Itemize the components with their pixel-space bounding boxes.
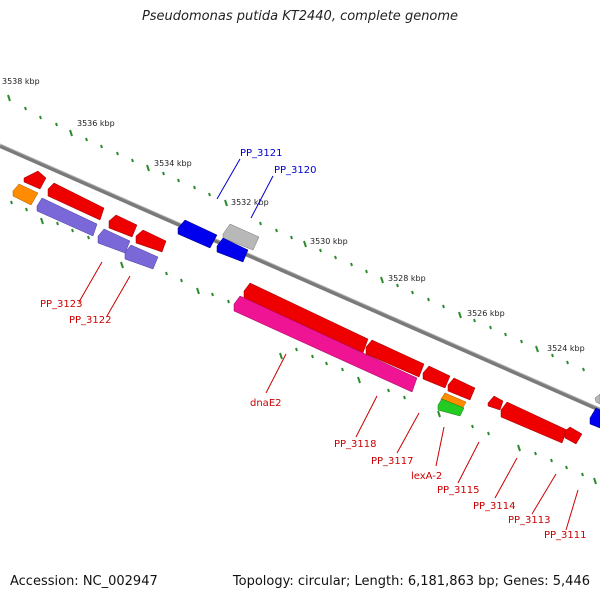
gene-arrow[interactable] [177, 219, 218, 249]
gene-arrow[interactable] [216, 237, 249, 263]
gene-arrow[interactable] [487, 395, 504, 411]
gene-features [12, 170, 600, 445]
gene-label-pp3111[interactable]: PP_3111 [544, 530, 587, 541]
gene-arrow[interactable] [243, 282, 369, 354]
scale-label: 3532 kbp [231, 198, 269, 207]
gene-arrow[interactable] [124, 244, 159, 270]
genome-backbone-highlight [0, 143, 600, 409]
gene-arrow[interactable] [589, 407, 600, 429]
gene-arrow[interactable] [36, 197, 98, 237]
accession-text: Accession: NC_002947 [10, 574, 158, 589]
gene-arrow[interactable] [500, 401, 568, 444]
gene-label-pp3117[interactable]: PP_3117 [371, 456, 414, 467]
scale-label: 3530 kbp [310, 237, 348, 246]
map-title: Pseudomonas putida KT2440, complete geno… [141, 9, 459, 24]
gene-label-pp3120[interactable]: PP_3120 [274, 165, 317, 176]
gene-label-pp3121[interactable]: PP_3121 [240, 148, 283, 159]
gene-label-dnae2[interactable]: dnaE2 [250, 398, 282, 409]
scale-track-upper [7, 94, 585, 372]
scale-label: 3538 kbp [2, 77, 40, 86]
scale-label: 3534 kbp [154, 159, 192, 168]
gene-arrow[interactable] [447, 377, 476, 401]
gene-arrow[interactable] [594, 393, 600, 405]
gene-arrow[interactable] [564, 426, 583, 445]
gene-arrow[interactable] [47, 182, 105, 221]
scale-track-lower [10, 200, 597, 485]
scale-label: 3526 kbp [467, 309, 505, 318]
gene-arrow[interactable] [365, 339, 425, 378]
scale-label: 3528 kbp [388, 274, 426, 283]
scale-label: 3536 kbp [77, 119, 115, 128]
gene-label-pp3123[interactable]: PP_3123 [40, 299, 83, 310]
label-leaders [78, 158, 579, 531]
gene-arrow[interactable] [135, 229, 167, 253]
gene-labels: PP_3121 PP_3120 PP_3123 PP_3122 dnaE2 PP… [40, 148, 587, 541]
scale-label: 3524 kbp [547, 344, 585, 353]
gene-arrow[interactable] [97, 228, 131, 254]
gene-label-lexa2[interactable]: lexA-2 [411, 471, 442, 482]
gene-label-pp3114[interactable]: PP_3114 [473, 501, 516, 512]
gene-arrow[interactable] [23, 170, 47, 190]
gene-arrow[interactable] [437, 398, 465, 417]
gene-arrow[interactable] [422, 365, 451, 389]
gene-arrow[interactable] [233, 295, 418, 393]
gene-label-pp3118[interactable]: PP_3118 [334, 439, 377, 450]
gene-arrow[interactable] [12, 183, 39, 206]
genome-summary-text: Topology: circular; Length: 6,181,863 bp… [232, 574, 590, 589]
gene-label-pp3113[interactable]: PP_3113 [508, 515, 551, 526]
gene-arrow[interactable] [222, 223, 260, 251]
gene-arrow[interactable] [108, 214, 138, 238]
gene-label-pp3122[interactable]: PP_3122 [69, 315, 112, 326]
gene-label-pp3115[interactable]: PP_3115 [437, 485, 480, 496]
genome-backbone [0, 144, 600, 412]
